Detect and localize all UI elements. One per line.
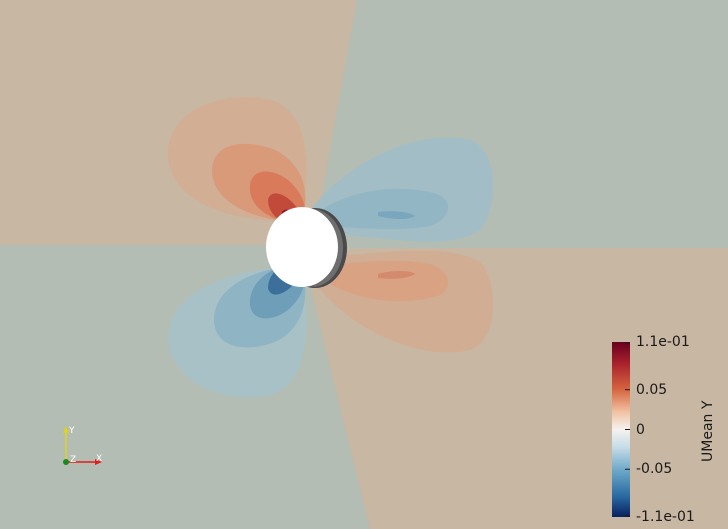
colorbar-tick-label: 0.05 bbox=[636, 381, 668, 398]
colorbar-tick-label: 1.1e-01 bbox=[636, 334, 690, 350]
orientation-axes[interactable]: Y Z X bbox=[56, 422, 116, 472]
z-axis-label: Z bbox=[70, 455, 76, 465]
y-axis-label: Y bbox=[68, 426, 75, 436]
lower-right-lobe bbox=[312, 250, 494, 353]
colorbar-ticks bbox=[625, 342, 630, 517]
x-axis-arrow bbox=[95, 459, 102, 465]
colorbar-tick-label: -1.1e-01 bbox=[636, 509, 695, 525]
colorbar-title: UMean Y bbox=[700, 400, 716, 462]
x-axis-label: X bbox=[96, 454, 102, 464]
cylinder-body bbox=[266, 207, 347, 288]
z-axis-dot bbox=[63, 459, 69, 465]
colorbar-tick-label: -0.05 bbox=[636, 461, 673, 478]
colorbar bbox=[612, 342, 630, 517]
y-axis-arrow bbox=[63, 426, 69, 433]
colorbar-gradient bbox=[612, 342, 630, 517]
lower-left-lobe bbox=[167, 254, 307, 398]
colorbar-tick-label: 0 bbox=[636, 421, 645, 438]
upper-right-lobe bbox=[312, 137, 494, 242]
